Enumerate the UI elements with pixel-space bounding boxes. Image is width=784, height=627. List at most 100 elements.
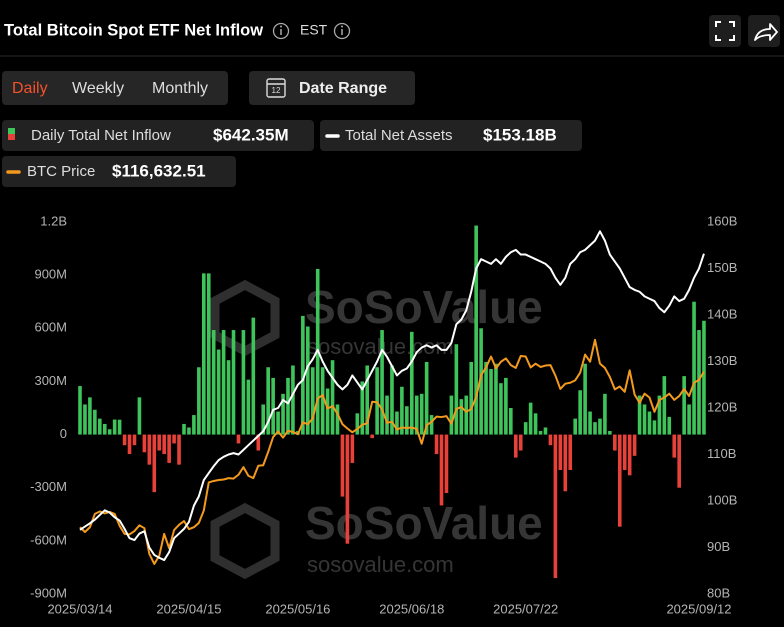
bar <box>518 434 523 451</box>
date-range-button[interactable]: 12 Date Range <box>249 71 415 105</box>
bar <box>281 393 285 435</box>
bar <box>187 427 191 435</box>
bar <box>424 361 429 435</box>
bar <box>613 434 617 451</box>
bar <box>553 434 558 579</box>
period-button[interactable]: Monthly <box>152 80 208 97</box>
bar <box>271 377 275 435</box>
bar <box>504 377 508 435</box>
bar <box>464 395 469 435</box>
bar <box>112 419 117 435</box>
bar <box>593 422 597 435</box>
bar <box>484 361 488 435</box>
bar <box>385 395 389 435</box>
share-button[interactable] <box>748 15 780 47</box>
y-tick-label: -900M <box>30 585 67 600</box>
info-icon[interactable] <box>272 22 290 40</box>
bar <box>702 320 706 435</box>
bar <box>652 420 657 435</box>
bar <box>286 377 290 435</box>
y-tick-label: 140B <box>707 306 737 321</box>
x-tick-label: 2025/07/22 <box>493 601 558 616</box>
bar <box>682 376 686 435</box>
bar <box>370 434 374 439</box>
bar <box>499 383 503 435</box>
fullscreen-button[interactable] <box>709 15 741 47</box>
y-tick-label: 1.2B <box>40 213 67 228</box>
bar <box>241 330 246 435</box>
bar <box>568 434 573 470</box>
legend-chip[interactable] <box>2 156 236 187</box>
bar <box>513 434 518 458</box>
bar <box>459 399 464 435</box>
bar <box>588 411 592 435</box>
legend-chip[interactable] <box>2 120 314 151</box>
bar <box>147 434 152 465</box>
legend-chip[interactable] <box>320 120 582 151</box>
bar <box>608 431 612 435</box>
x-tick-label: 2025/03/14 <box>47 601 112 616</box>
bar <box>419 393 424 435</box>
bar <box>667 416 672 435</box>
bar <box>528 402 533 435</box>
bar <box>365 365 370 435</box>
bar <box>320 367 325 435</box>
bar <box>533 413 538 435</box>
period-button[interactable]: Daily <box>12 80 48 97</box>
bar <box>578 390 582 435</box>
date-range-label[interactable]: Date Range <box>299 80 387 97</box>
x-tick-label: 2025/06/18 <box>379 601 444 616</box>
x-tick-label: 2025/09/12 <box>666 601 731 616</box>
bar <box>380 330 384 435</box>
bar <box>266 367 270 435</box>
legend-label: Daily Total Net Inflow <box>31 127 171 144</box>
bar <box>291 365 295 435</box>
bar <box>231 330 236 435</box>
bar <box>414 395 419 435</box>
legend-icon <box>8 128 15 134</box>
bar <box>429 415 434 435</box>
bar <box>157 434 162 451</box>
watermark-url: sosovalue.com <box>307 552 454 577</box>
y-tick-label: 130B <box>707 353 737 368</box>
bar <box>251 317 256 435</box>
bar <box>98 418 102 435</box>
bar <box>692 301 696 435</box>
bar <box>197 367 201 435</box>
bar <box>632 434 637 456</box>
bar <box>409 331 414 435</box>
bar <box>617 434 622 527</box>
bar <box>563 434 568 492</box>
bar <box>88 397 92 435</box>
info-icon[interactable] <box>333 22 351 40</box>
bar <box>301 315 305 435</box>
bar <box>276 411 280 435</box>
bar <box>117 419 122 435</box>
bar <box>687 404 691 435</box>
bar <box>622 434 627 470</box>
bar <box>261 404 266 435</box>
y-tick-label: 120B <box>707 399 737 414</box>
bar <box>479 328 483 435</box>
bar <box>375 367 379 435</box>
bar <box>325 388 330 435</box>
bar <box>256 434 261 451</box>
bar <box>107 429 112 435</box>
timezone[interactable]: EST <box>300 22 328 38</box>
bar <box>509 408 513 435</box>
bar <box>102 423 107 435</box>
legend-label: Total Net Assets <box>345 127 453 144</box>
watermark-brand: SoSoValue <box>305 497 543 549</box>
bar <box>122 434 127 446</box>
bar <box>345 434 350 544</box>
legend-value: $642.35M <box>213 125 289 144</box>
bar <box>137 397 142 435</box>
date-range-icon: 12 <box>272 86 281 95</box>
bar <box>216 349 221 435</box>
bar <box>206 273 211 435</box>
y-tick-label: -600M <box>30 532 67 547</box>
bar <box>627 434 632 476</box>
period-button[interactable]: Weekly <box>72 80 124 97</box>
